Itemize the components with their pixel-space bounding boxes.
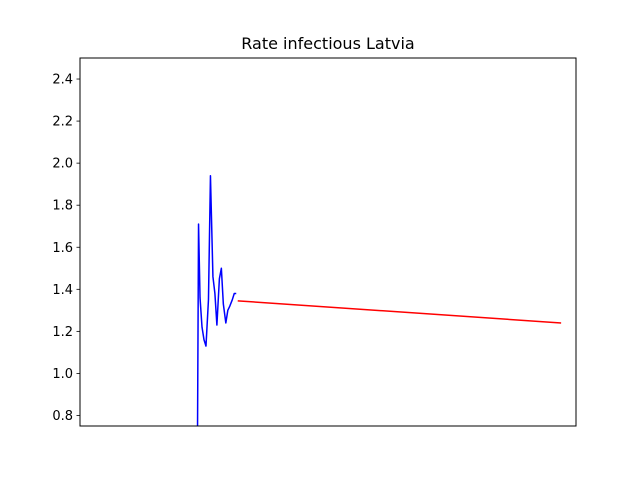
y-tick-label: 2.0 xyxy=(52,157,73,172)
y-tick-label: 2.2 xyxy=(52,115,73,130)
y-tick-label: 0.8 xyxy=(52,409,73,424)
plot-frame xyxy=(79,57,577,427)
series-layer xyxy=(196,175,562,427)
y-tick-label: 2.4 xyxy=(52,73,73,88)
y-tick-label: 1.2 xyxy=(52,325,73,340)
series-line-1 xyxy=(196,175,237,427)
y-tick-label: 1.4 xyxy=(52,283,73,298)
y-tick-label: 1.8 xyxy=(52,199,73,214)
y-axis-ticks: 0.8 1.0 1.2 1.4 1.6 1.8 2.0 2.2 2.4 xyxy=(52,73,80,424)
y-tick-label: 1.6 xyxy=(52,241,73,256)
series-line-2 xyxy=(237,300,562,324)
y-tick-label: 1.0 xyxy=(52,367,73,382)
chart-title: Rate infectious Latvia xyxy=(241,34,414,53)
